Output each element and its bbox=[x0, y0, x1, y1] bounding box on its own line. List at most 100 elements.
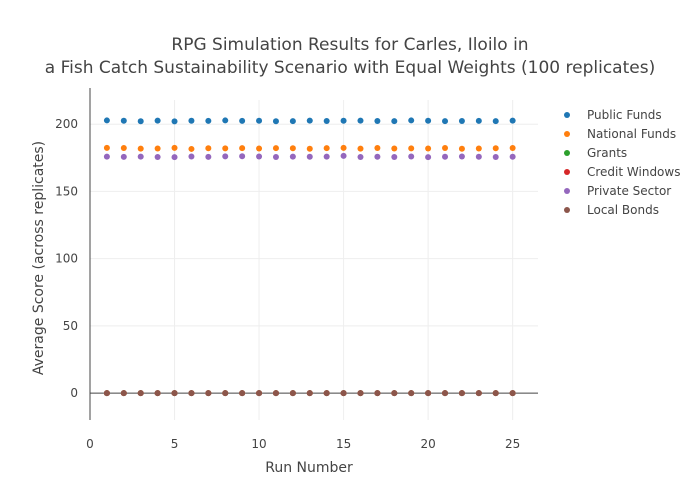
chart-title-line-1: RPG Simulation Results for Carles, Iloil… bbox=[171, 35, 528, 55]
x-tick-label: 25 bbox=[505, 437, 520, 451]
data-point-public-funds bbox=[188, 117, 195, 124]
data-point-national-funds bbox=[357, 145, 364, 152]
data-point-public-funds bbox=[442, 118, 449, 125]
data-point-private-sector bbox=[306, 153, 313, 160]
data-point-national-funds bbox=[391, 145, 398, 152]
data-point-public-funds bbox=[222, 117, 229, 124]
legend-marker bbox=[564, 131, 570, 137]
x-tick-label: 0 bbox=[86, 437, 94, 451]
data-point-local-bonds bbox=[272, 390, 279, 397]
data-point-national-funds bbox=[272, 145, 279, 152]
data-point-public-funds bbox=[154, 117, 161, 124]
data-point-local-bonds bbox=[442, 390, 449, 397]
data-point-national-funds bbox=[442, 145, 449, 151]
x-tick-label: 15 bbox=[336, 437, 351, 451]
legend-item-local-bonds[interactable]: Local Bonds bbox=[564, 203, 659, 217]
series-local-bonds bbox=[103, 390, 516, 397]
data-point-private-sector bbox=[323, 153, 330, 160]
series-public-funds bbox=[103, 117, 516, 125]
data-point-public-funds bbox=[171, 118, 178, 125]
data-point-private-sector bbox=[340, 152, 347, 159]
data-point-local-bonds bbox=[120, 390, 127, 397]
legend-label: National Funds bbox=[587, 127, 676, 141]
data-point-national-funds bbox=[374, 145, 381, 151]
data-point-private-sector bbox=[492, 154, 499, 161]
data-point-local-bonds bbox=[509, 390, 516, 397]
data-point-private-sector bbox=[171, 154, 178, 161]
data-point-national-funds bbox=[323, 145, 330, 152]
data-point-national-funds bbox=[239, 145, 246, 152]
series-private-sector bbox=[103, 152, 516, 161]
points-layer bbox=[103, 117, 516, 397]
legend-marker bbox=[564, 188, 570, 194]
data-point-public-funds bbox=[306, 117, 313, 124]
legend-item-national-funds[interactable]: National Funds bbox=[564, 127, 676, 141]
legend: Public Funds National Funds Grants Credit W… bbox=[564, 108, 680, 217]
data-point-local-bonds bbox=[323, 390, 330, 397]
data-point-local-bonds bbox=[492, 390, 499, 397]
data-point-private-sector bbox=[509, 153, 516, 160]
x-tick-label: 20 bbox=[420, 437, 435, 451]
legend-item-grants[interactable]: Grants bbox=[564, 146, 627, 160]
data-point-local-bonds bbox=[425, 390, 432, 397]
data-point-local-bonds bbox=[374, 390, 381, 397]
y-tick-label: 100 bbox=[55, 252, 78, 266]
legend-item-public-funds[interactable]: Public Funds bbox=[564, 108, 662, 122]
chart-title-line-2: a Fish Catch Sustainability Scenario wit… bbox=[45, 58, 655, 78]
legend-item-private-sector[interactable]: Private Sector bbox=[564, 184, 671, 198]
data-point-public-funds bbox=[120, 117, 127, 124]
data-point-private-sector bbox=[458, 153, 465, 160]
data-point-public-funds bbox=[492, 118, 499, 125]
data-point-local-bonds bbox=[171, 390, 178, 397]
data-point-national-funds bbox=[256, 145, 263, 152]
data-point-local-bonds bbox=[103, 390, 110, 397]
axis-layer: 0 50 100 150 200 0 5 10 15 20 25 bbox=[55, 88, 538, 451]
data-point-national-funds bbox=[425, 145, 432, 152]
data-point-national-funds bbox=[205, 145, 212, 152]
data-point-public-funds bbox=[272, 118, 279, 125]
data-point-national-funds bbox=[137, 145, 144, 152]
legend-label: Private Sector bbox=[587, 184, 671, 198]
data-point-national-funds bbox=[458, 145, 465, 152]
data-point-public-funds bbox=[509, 117, 516, 124]
data-point-national-funds bbox=[475, 145, 482, 152]
data-point-public-funds bbox=[391, 118, 398, 125]
data-point-local-bonds bbox=[222, 390, 229, 397]
data-point-public-funds bbox=[103, 117, 110, 124]
legend-item-credit-windows[interactable]: Credit Windows bbox=[564, 165, 680, 179]
data-point-national-funds bbox=[222, 145, 229, 152]
data-point-private-sector bbox=[120, 153, 127, 160]
data-point-local-bonds bbox=[458, 390, 465, 397]
data-point-private-sector bbox=[374, 153, 381, 160]
data-point-national-funds bbox=[171, 144, 178, 151]
y-tick-label: 200 bbox=[55, 117, 78, 131]
data-point-private-sector bbox=[408, 153, 415, 160]
data-point-local-bonds bbox=[391, 390, 398, 397]
data-point-private-sector bbox=[205, 153, 212, 160]
data-point-public-funds bbox=[458, 117, 465, 124]
data-point-local-bonds bbox=[408, 390, 415, 397]
data-point-national-funds bbox=[306, 145, 313, 152]
data-point-local-bonds bbox=[475, 390, 482, 397]
data-point-public-funds bbox=[475, 117, 482, 124]
y-tick-label: 0 bbox=[70, 386, 78, 400]
y-axis-title: Average Score (across replicates) bbox=[31, 141, 47, 375]
data-point-local-bonds bbox=[256, 390, 263, 397]
y-tick-label: 150 bbox=[55, 184, 78, 198]
text-layer: RPG Simulation Results for Carles, Iloil… bbox=[31, 35, 655, 476]
data-point-public-funds bbox=[239, 117, 246, 124]
x-tick-label: 5 bbox=[171, 437, 179, 451]
data-point-public-funds bbox=[289, 118, 296, 125]
data-point-national-funds bbox=[340, 144, 347, 151]
data-point-private-sector bbox=[289, 153, 296, 160]
data-point-private-sector bbox=[239, 153, 246, 160]
data-point-private-sector bbox=[154, 154, 161, 161]
legend-marker bbox=[564, 207, 570, 213]
data-point-public-funds bbox=[323, 117, 330, 124]
data-point-private-sector bbox=[256, 153, 263, 160]
data-point-local-bonds bbox=[289, 390, 296, 397]
data-point-private-sector bbox=[222, 153, 229, 160]
data-point-public-funds bbox=[340, 117, 347, 124]
